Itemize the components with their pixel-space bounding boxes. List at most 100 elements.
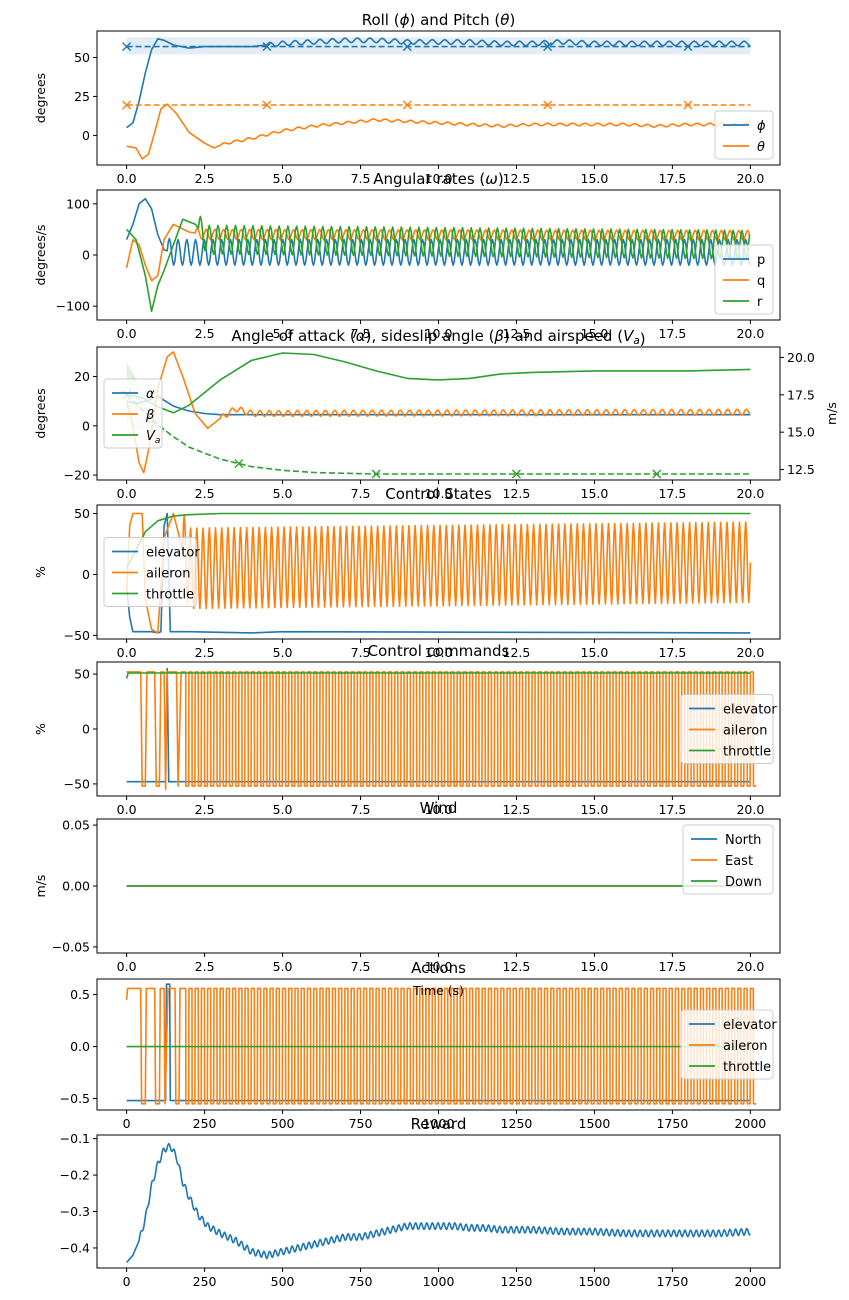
- x-tick-label: 1000: [423, 1116, 455, 1131]
- x-tick-label: 0.0: [117, 486, 137, 501]
- y-tick-label: 0: [82, 128, 90, 143]
- legend-label: r: [757, 295, 763, 310]
- y-tick-label: 0: [82, 722, 90, 737]
- x-axis-label: Time (s): [412, 983, 464, 998]
- legend: αβ Va: [103, 378, 163, 449]
- marker-x: [234, 459, 244, 469]
- series-line-s0: [126, 395, 751, 416]
- series-line-Va: [126, 352, 751, 414]
- x-tick-label: 7.5: [351, 645, 371, 660]
- y-tick-label: 100: [66, 196, 90, 211]
- marker-x: [122, 100, 132, 110]
- x-tick-label: 17.5: [658, 326, 686, 341]
- legend-box: [680, 694, 774, 764]
- x-tick-label: 10.0: [425, 171, 453, 186]
- x-tick-label: 7.5: [351, 171, 371, 186]
- y-axis-label: degrees: [33, 73, 48, 123]
- series-line-r: [126, 215, 751, 313]
- y-axis-label: %: [33, 723, 48, 735]
- legend-label: α: [146, 387, 155, 402]
- marker-x: [402, 100, 412, 110]
- y-tick-label: −100: [56, 299, 90, 314]
- marker-x: [683, 42, 693, 52]
- series-line-s1: [126, 103, 751, 160]
- x-tick-label: 5.0: [273, 326, 293, 341]
- series-line-throttle: [125, 672, 751, 679]
- x-tick-label: 15.0: [581, 959, 609, 974]
- legend-box: [680, 1009, 774, 1080]
- x-tick-label: 15.0: [581, 802, 609, 817]
- y-tick-label: −0.4: [60, 1240, 90, 1255]
- axes-frame: [96, 1134, 781, 1269]
- x-tick-label: 12.5: [503, 326, 531, 341]
- plot-area: [125, 983, 757, 1105]
- x-tick-label: 5.0: [273, 645, 293, 660]
- subplot-6: 0.0 2.5 5.0 7.5 10.0 12.5 15.0 17.5 20.0 −0.05 0.0…: [33, 799, 781, 974]
- y-tick-label: −0.1: [60, 1131, 90, 1146]
- series-line-aileron: [125, 512, 752, 634]
- x-tick-label: 10.0: [425, 326, 453, 341]
- marker-x: [122, 42, 132, 52]
- y-tick-label: 50: [74, 50, 90, 65]
- x-tick-label: 10.0: [425, 802, 453, 817]
- y-axis-label: degrees/s: [33, 224, 48, 285]
- legend: ϕθ: [714, 110, 774, 160]
- legend: elevator aileron throttle: [680, 694, 777, 764]
- x-tick-label: 2.5: [195, 645, 215, 660]
- x-tick-label: 15.0: [581, 486, 609, 501]
- series-line-s0: [126, 37, 751, 129]
- y-tick-label: −0.05: [52, 939, 90, 954]
- x-tick-label: 1750: [656, 1116, 688, 1131]
- subplot-7: 0 250 500 750 1000 1250 1500 1750 2000 −0.5 0.0 0.5…: [60, 959, 781, 1131]
- subplot-3: 0.0 2.5 5.0 7.5 10.0 12.5 15.0 17.5 20.0 −20 0 20 12…: [33, 327, 839, 501]
- subplot-8: 0 250 500 750 1000 1250 1500 1750 2000 −0.4 −0.3 −0…: [60, 1115, 781, 1289]
- plot-area: [125, 667, 757, 791]
- subplot-4: 0.0 2.5 5.0 7.5 10.0 12.5 15.0 17.5 20.0 −50 0 50 Co…: [33, 485, 781, 660]
- series-line-reference-0: [125, 1142, 751, 1264]
- x-tick-label: 750: [349, 1116, 373, 1131]
- y-tick-label: 0: [82, 248, 90, 263]
- x-tick-label: 17.5: [658, 959, 686, 974]
- x-tick-label: 7.5: [351, 326, 371, 341]
- x-tick-label: 250: [193, 1274, 217, 1289]
- x-tick-label: 15.0: [581, 326, 609, 341]
- chart-title: Control commands: [368, 642, 510, 660]
- y-tick-label: 0.0: [70, 1039, 90, 1054]
- x-tick-label: 10.0: [425, 959, 453, 974]
- legend-label: North: [725, 833, 761, 848]
- y-tick-label: −20: [64, 468, 90, 483]
- y-right-tick-label: 17.5: [787, 387, 815, 402]
- x-tick-label: 20.0: [736, 645, 764, 660]
- subplot-1: 0.0 2.5 5.0 7.5 10.0 12.5 15.0 17.5 20.0 0 25 50 Rol…: [33, 11, 781, 186]
- chart-title: Angular rates (ω): [373, 170, 503, 188]
- legend-label: Va: [146, 429, 160, 446]
- y-tick-label: 50: [74, 506, 90, 521]
- legend-label: aileron: [723, 724, 767, 739]
- y-tick-label: 0.5: [70, 987, 90, 1002]
- x-tick-label: 2.5: [195, 171, 215, 186]
- y-axis-label: %: [33, 566, 48, 578]
- y-right-tick-label: 12.5: [787, 462, 815, 477]
- plot-area: [126, 37, 751, 160]
- x-tick-label: 2000: [734, 1274, 766, 1289]
- y-tick-label: 0.00: [62, 879, 90, 894]
- y-tick-label: −0.3: [60, 1204, 90, 1219]
- marker-x: [683, 100, 693, 110]
- plot-area: [125, 1142, 751, 1264]
- x-tick-label: 20.0: [736, 171, 764, 186]
- legend-box: [714, 110, 774, 160]
- legend-label: elevator: [723, 1018, 777, 1033]
- series-line-s1: [125, 351, 751, 474]
- series-line-elevator: [125, 512, 751, 634]
- x-tick-label: 1500: [579, 1116, 611, 1131]
- series-line-reference-3: [126, 394, 751, 475]
- y-right-tick-label: 15.0: [787, 425, 815, 440]
- x-tick-label: 250: [193, 1116, 217, 1131]
- x-tick-label: 5.0: [273, 802, 293, 817]
- x-tick-label: 20.0: [736, 486, 764, 501]
- chart-title: Control States: [385, 485, 492, 503]
- y-tick-label: −0.5: [60, 1091, 90, 1106]
- x-tick-label: 20.0: [736, 959, 764, 974]
- x-tick-label: 15.0: [581, 171, 609, 186]
